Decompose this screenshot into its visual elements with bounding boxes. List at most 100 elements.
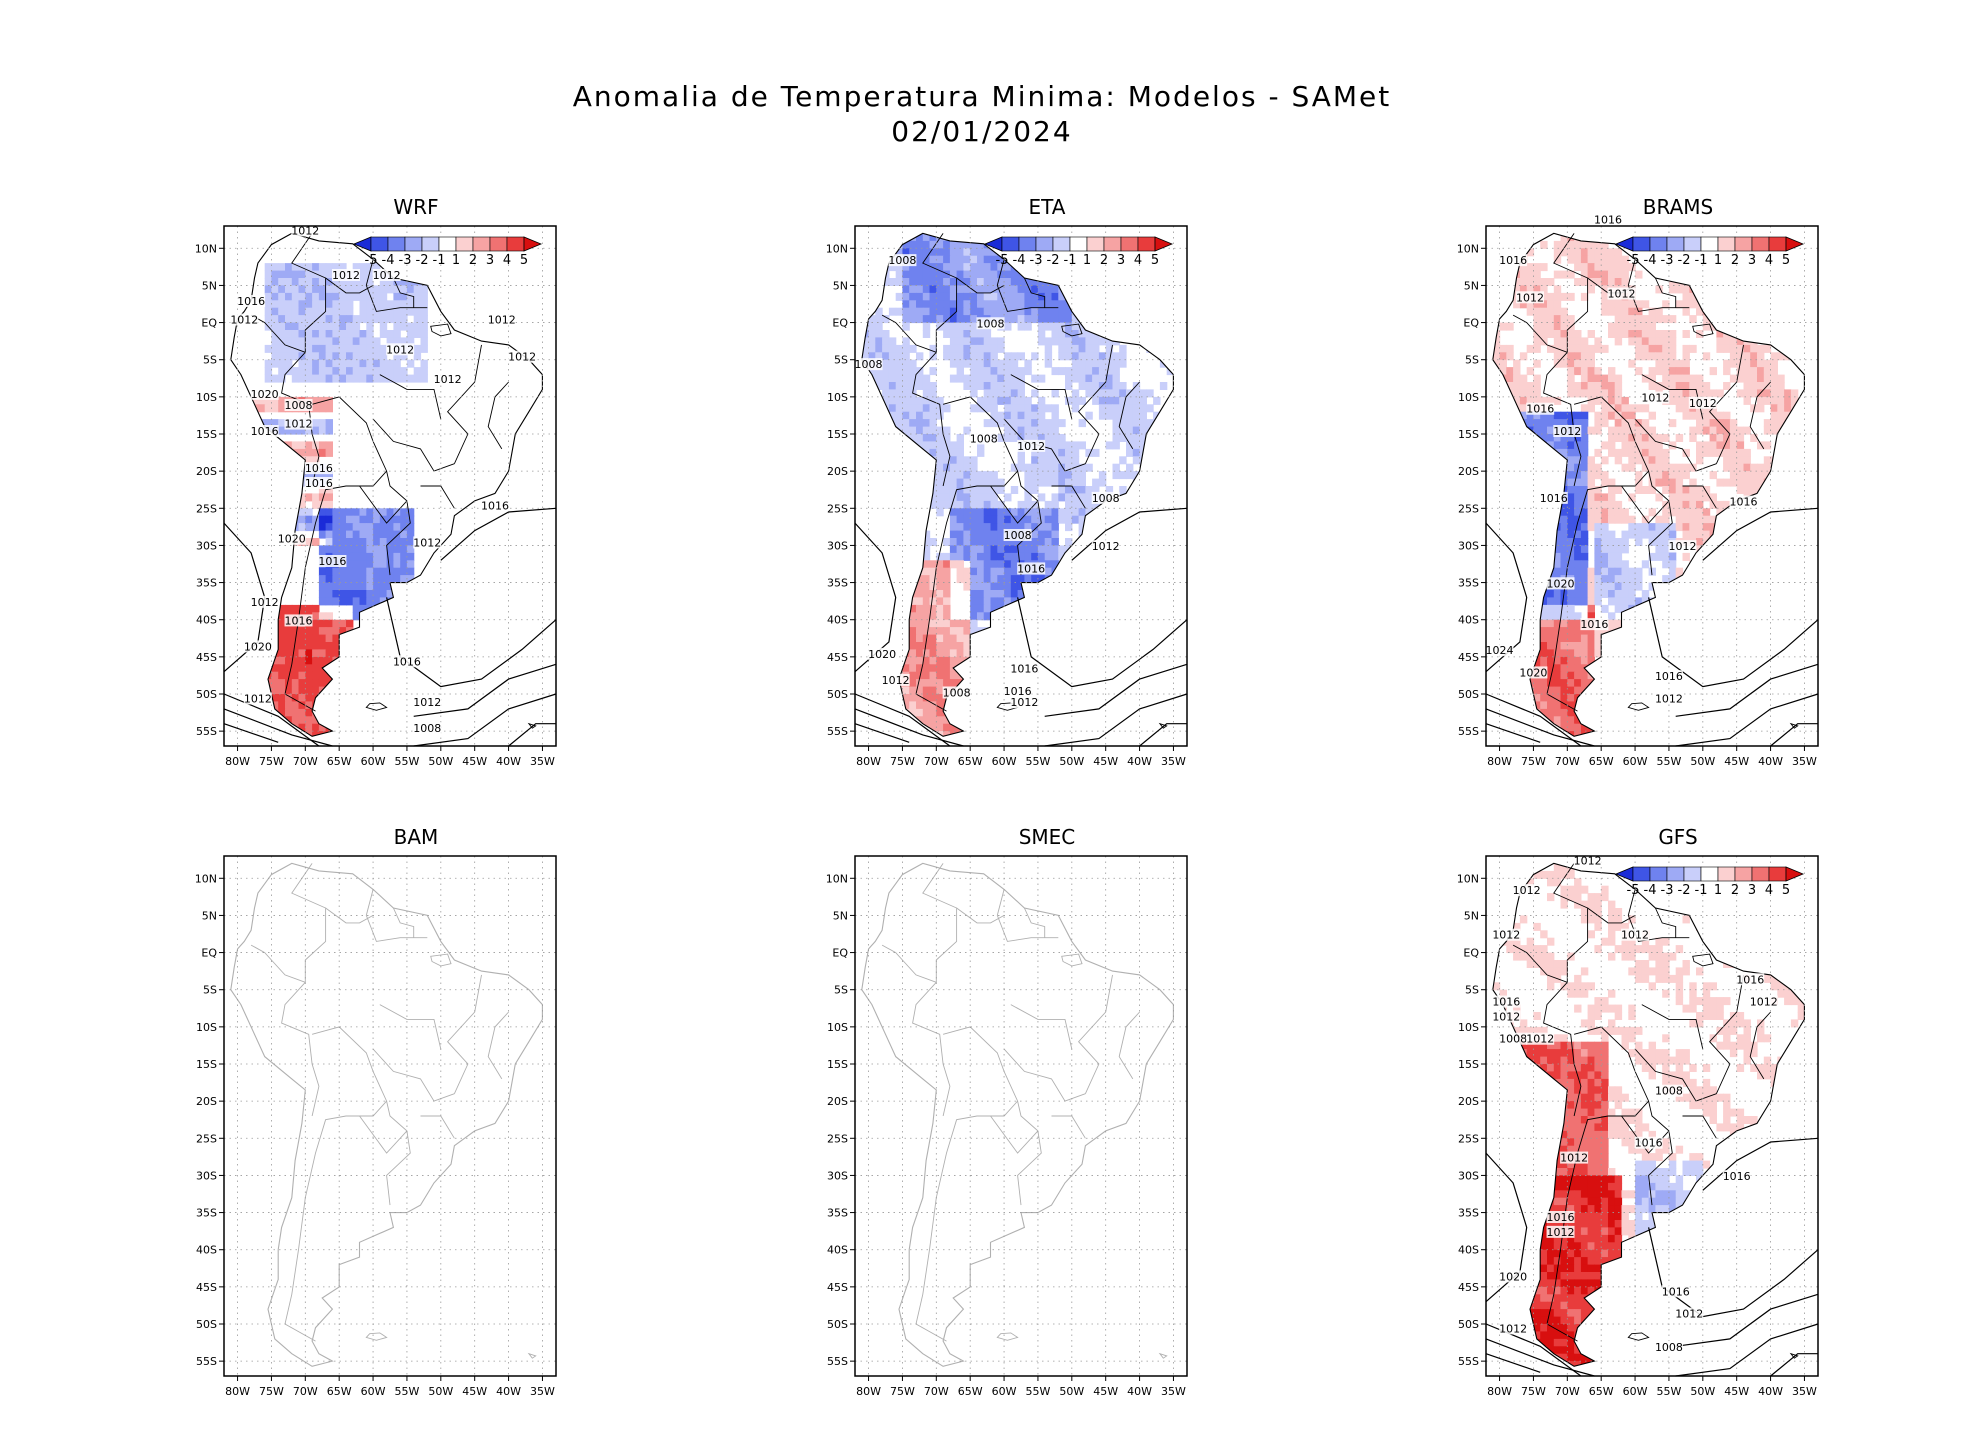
anomaly-cell xyxy=(318,344,327,353)
anomaly-cell xyxy=(413,315,422,324)
anomaly-cell xyxy=(285,322,293,331)
anomaly-cell xyxy=(1533,307,1541,316)
anomaly-cell xyxy=(929,307,937,316)
anomaly-cell xyxy=(888,307,897,316)
anomaly-cell xyxy=(1729,352,1738,361)
anomaly-cell xyxy=(916,701,924,710)
anomaly-cell xyxy=(1662,352,1670,361)
anomaly-cell xyxy=(963,263,971,272)
anomaly-cell xyxy=(318,582,327,591)
lon-tick-label: 35W xyxy=(1161,755,1186,768)
anomaly-cell xyxy=(1628,404,1636,413)
anomaly-cell xyxy=(305,649,313,658)
anomaly-cell xyxy=(1614,278,1623,286)
anomaly-cell xyxy=(278,612,286,621)
isobar xyxy=(1044,663,1188,717)
anomaly-cell xyxy=(312,500,320,509)
anomaly-cell xyxy=(936,560,944,569)
anomaly-cell xyxy=(1648,367,1656,376)
anomaly-cell xyxy=(1560,270,1568,279)
anomaly-cell xyxy=(990,411,998,420)
anomaly-cell xyxy=(1763,389,1772,398)
anomaly-cell xyxy=(366,322,374,331)
anomaly-cell xyxy=(949,723,958,732)
anomaly-cell xyxy=(386,560,394,569)
anomaly-cell xyxy=(1139,419,1147,428)
anomaly-cell xyxy=(977,270,985,279)
anomaly-cell xyxy=(1078,344,1086,353)
anomaly-cell xyxy=(970,330,978,338)
anomaly-cell xyxy=(1037,404,1046,413)
anomaly-cell xyxy=(1092,478,1100,487)
lat-tick-label: 5S xyxy=(834,354,848,367)
anomaly-cell xyxy=(1071,359,1080,368)
anomaly-cell xyxy=(1153,411,1161,420)
anomaly-cell xyxy=(1071,396,1080,405)
anomaly-cell xyxy=(1608,330,1616,338)
anomaly-cell xyxy=(1037,493,1046,502)
anomaly-cell xyxy=(312,471,320,480)
anomaly-cell xyxy=(943,330,951,338)
anomaly-cell xyxy=(916,642,924,650)
anomaly-cell xyxy=(1105,389,1114,398)
anomaly-cell xyxy=(1614,270,1623,279)
anomaly-cell xyxy=(1770,352,1778,361)
anomaly-cell xyxy=(1058,456,1066,465)
anomaly-cell xyxy=(1567,344,1575,353)
anomaly-cell xyxy=(1031,538,1039,546)
anomaly-cell xyxy=(1635,426,1643,435)
anomaly-cell xyxy=(1675,367,1684,376)
anomaly-cell xyxy=(291,664,300,673)
anomaly-cell xyxy=(325,404,333,413)
anomaly-cell xyxy=(1763,426,1772,435)
anomaly-cell xyxy=(1010,300,1019,309)
country-border xyxy=(956,277,1005,294)
anomaly-cell xyxy=(305,716,313,725)
isobar-label-bg xyxy=(284,417,313,430)
anomaly-cell xyxy=(318,367,327,376)
anomaly-cell xyxy=(983,552,992,561)
anomaly-cell xyxy=(997,567,1005,576)
anomaly-cell xyxy=(1010,315,1019,324)
anomaly-cell xyxy=(990,604,998,613)
anomaly-cell xyxy=(1071,330,1080,338)
anomaly-cell xyxy=(1614,426,1623,435)
anomaly-cell xyxy=(1601,300,1609,309)
anomaly-cell xyxy=(970,500,978,509)
anomaly-cell xyxy=(305,671,313,680)
anomaly-cell xyxy=(359,582,367,591)
anomaly-cell xyxy=(990,471,998,480)
anomaly-cell xyxy=(1105,382,1114,390)
anomaly-cell xyxy=(312,493,320,502)
anomaly-cell xyxy=(895,263,904,272)
anomaly-cell xyxy=(305,344,313,353)
anomaly-cell xyxy=(956,523,964,532)
anomaly-cell xyxy=(963,552,971,561)
anomaly-cell xyxy=(1513,374,1521,383)
anomaly-cell xyxy=(1601,307,1609,316)
anomaly-cell xyxy=(1668,419,1677,428)
lat-tick-label: 10S xyxy=(196,391,217,404)
anomaly-cell xyxy=(1574,255,1582,264)
anomaly-cell xyxy=(339,523,347,532)
anomaly-cell xyxy=(318,545,327,554)
anomaly-cell xyxy=(1547,315,1555,324)
anomaly-cell xyxy=(1159,382,1168,390)
anomaly-cell xyxy=(332,634,340,643)
anomaly-cell xyxy=(929,716,937,725)
anomaly-cell xyxy=(1608,255,1616,264)
lat-tick-label: 50S xyxy=(196,688,217,701)
anomaly-cell xyxy=(1540,240,1548,249)
anomaly-cell xyxy=(936,723,944,732)
anomaly-cell xyxy=(943,255,951,264)
anomaly-cell xyxy=(1621,330,1629,338)
anomaly-cell xyxy=(1567,315,1575,324)
anomaly-cell xyxy=(1574,419,1582,428)
anomaly-cell xyxy=(325,515,333,524)
anomaly-cell xyxy=(1092,367,1100,376)
anomaly-cell xyxy=(1601,344,1609,353)
anomaly-cell xyxy=(983,359,992,368)
anomaly-cell xyxy=(1702,411,1711,420)
anomaly-cell xyxy=(963,627,971,636)
anomaly-cell xyxy=(929,315,937,324)
